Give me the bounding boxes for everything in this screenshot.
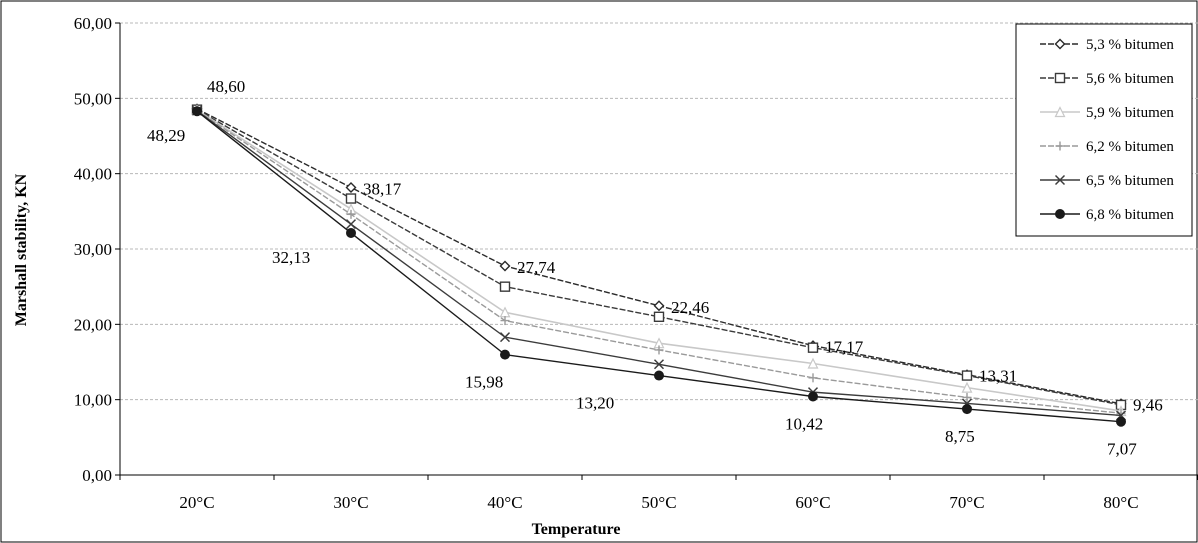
data-point [807, 342, 819, 353]
data-point [962, 404, 972, 415]
data-point [499, 260, 511, 272]
x-tick-label: 80°C [1103, 493, 1138, 512]
data-label: 7,07 [1107, 440, 1137, 459]
legend-item: 5,6 % bitumen [1040, 71, 1174, 87]
data-point [654, 370, 664, 381]
x-tick-label: 60°C [795, 493, 830, 512]
legend-box [1015, 23, 1193, 237]
legend-label: 5,6 % bitumen [1086, 71, 1174, 87]
y-tick-label: 10,00 [74, 391, 112, 410]
y-tick-label: 50,00 [74, 89, 112, 108]
data-point [807, 357, 819, 369]
series-6 [192, 106, 1126, 427]
data-point [500, 349, 510, 360]
legend-label: 6,8 % bitumen [1086, 207, 1174, 223]
data-point-stroke [653, 359, 665, 370]
data-point [808, 373, 818, 383]
legend: 5,3 % bitumen 5,6 % bitumen 5,9 % bitumen 6… [1015, 23, 1193, 237]
data-label: 17,17 [825, 338, 864, 357]
axes: 0,00 10,00 20,00 30,00 40,00 50,00 60,00 20°C 30… [74, 14, 1198, 512]
legend-item: 6,8 % bitumen [1040, 207, 1174, 223]
data-point [961, 381, 973, 393]
data-point [1055, 209, 1065, 219]
x-tick-label: 50°C [641, 493, 676, 512]
series-4 [192, 105, 1126, 418]
data-point [961, 370, 973, 381]
data-label: 8,75 [945, 427, 975, 446]
data-label: 48,29 [147, 126, 185, 145]
y-tick-label: 20,00 [74, 315, 112, 334]
data-point [346, 227, 356, 238]
data-point [962, 392, 972, 402]
legend-label: 6,5 % bitumen [1086, 173, 1174, 189]
data-point [653, 311, 665, 322]
y-tick-label: 30,00 [74, 240, 112, 259]
data-label: 38,17 [363, 179, 402, 198]
data-point [1054, 106, 1066, 118]
legend-item: 6,2 % bitumen [1040, 139, 1174, 155]
data-point-stroke [499, 332, 511, 343]
data-point [499, 281, 511, 292]
data-label: 27,74 [517, 258, 556, 277]
legend-label: 5,3 % bitumen [1086, 37, 1174, 53]
x-tick-label: 40°C [487, 493, 522, 512]
data-point [1054, 72, 1066, 84]
data-label: 13,20 [576, 394, 614, 413]
data-point [653, 300, 665, 312]
legend-label: 5,9 % bitumen [1086, 105, 1174, 121]
x-tick-label: 70°C [949, 493, 984, 512]
y-tick-label: 60,00 [74, 14, 112, 33]
data-point [654, 345, 664, 355]
data-point-stroke [345, 219, 357, 230]
legend-item: 6,5 % bitumen [1040, 173, 1174, 189]
data-point [192, 106, 202, 117]
data-label: 10,42 [785, 415, 823, 434]
x-tick-label: 20°C [179, 493, 214, 512]
data-label: 48,60 [207, 77, 245, 96]
x-axis-title: Temperature [532, 521, 621, 538]
legend-label: 6,2 % bitumen [1086, 139, 1174, 155]
data-point [1116, 416, 1126, 427]
x-tick-label: 30°C [333, 493, 368, 512]
data-point [345, 219, 357, 230]
y-tick-label: 0,00 [82, 466, 112, 485]
data-point [1055, 141, 1065, 151]
data-point [1054, 174, 1066, 186]
data-point [345, 181, 357, 193]
data-point [500, 316, 510, 326]
series-group [191, 103, 1127, 427]
data-label: 15,98 [465, 373, 503, 392]
y-axis-title: Marshall stability, KN [13, 173, 30, 326]
data-point [1054, 38, 1066, 50]
data-point [345, 193, 357, 204]
data-point-stroke [1054, 174, 1066, 186]
series-3 [191, 104, 1127, 417]
y-tick-label: 40,00 [74, 165, 112, 184]
data-point [499, 332, 511, 343]
data-point [653, 359, 665, 370]
legend-item: 5,3 % bitumen [1040, 37, 1174, 53]
data-label: 13,31 [979, 367, 1017, 386]
data-label: 9,46 [1133, 396, 1163, 415]
data-label: 22,46 [671, 298, 709, 317]
data-labels: 48,60 48,29 38,17 32,13 27,74 15,98 22,46 13,20… [147, 77, 1163, 459]
legend-item: 5,9 % bitumen [1040, 105, 1174, 121]
data-label: 32,13 [272, 248, 310, 267]
data-point [346, 209, 356, 219]
data-point [808, 391, 818, 402]
